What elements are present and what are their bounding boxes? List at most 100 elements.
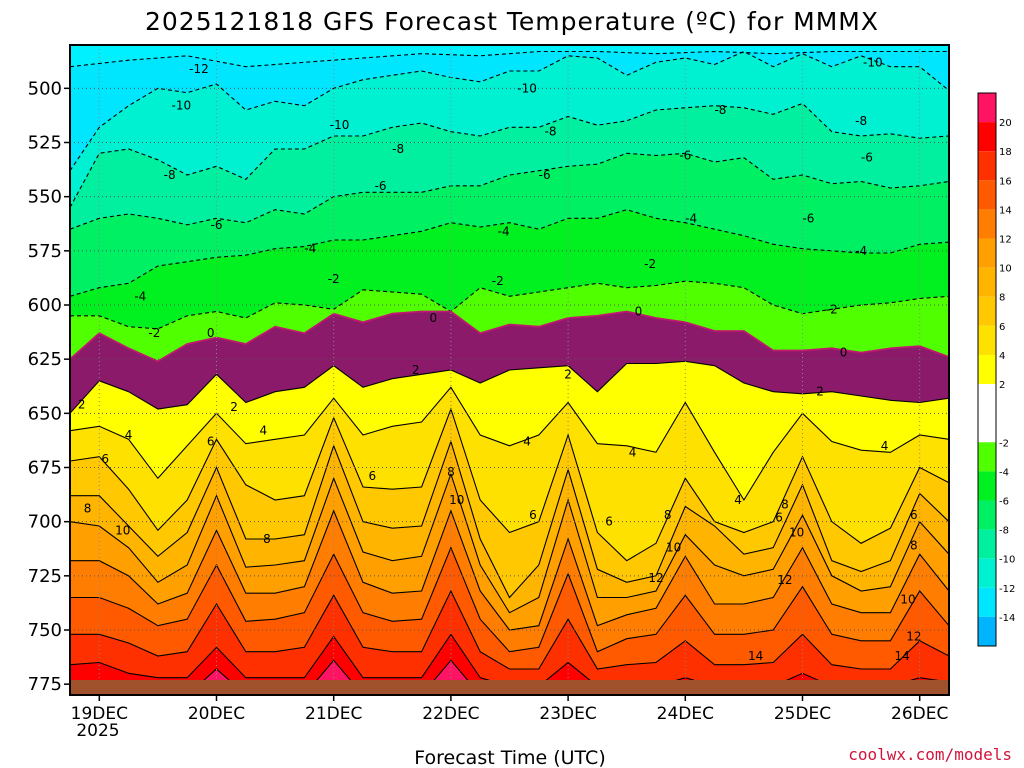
x-tick-label: 21DEC <box>305 704 362 724</box>
x-tick-label: 25DEC <box>774 704 831 724</box>
contour-label: 4 <box>881 439 889 453</box>
colorbar-band <box>978 558 996 588</box>
contour-label: -10 <box>330 118 350 132</box>
colorbar-band <box>978 529 996 559</box>
colorbar-tick-label: 12 <box>999 235 1012 246</box>
contour-label: 4 <box>260 424 268 438</box>
contour-label: 4 <box>523 435 531 449</box>
y-tick-label: 550 <box>28 187 62 208</box>
colorbar-tick-label: -10 <box>999 555 1015 566</box>
contour-label: -10 <box>863 55 883 69</box>
contour-label: -10 <box>517 81 537 95</box>
y-axis: 500 525 550 575 600 625 650 675 700 725 750 775 <box>28 78 70 695</box>
colorbar-tick-label: -2 <box>999 438 1009 449</box>
colorbar-band <box>978 209 996 239</box>
contour-line-16 <box>70 589 949 670</box>
x-axis: 19DEC 20DEC 21DEC 22DEC 23DEC 24DEC 25DEC 26DEC <box>71 695 948 724</box>
contour-label: -2 <box>644 257 656 271</box>
colorbar-frame <box>977 92 997 647</box>
colorbar-band <box>978 325 996 355</box>
contour-line--6 <box>70 152 949 230</box>
contour-label: -2 <box>492 274 504 288</box>
contour-lines <box>70 50 949 695</box>
contour-label: 2 <box>816 385 824 399</box>
contour-label: 0 <box>635 305 643 319</box>
contour-label: 6 <box>369 469 377 483</box>
contour-label: 10 <box>449 493 464 507</box>
contour-label: 8 <box>781 497 789 511</box>
colorbar-tick-label: -6 <box>999 496 1009 507</box>
y-tick-label: 650 <box>28 403 62 424</box>
temperature-bands <box>70 51 949 695</box>
y-tick-label: 775 <box>28 674 62 695</box>
contour-label: 2 <box>230 400 238 414</box>
contour-label: -4 <box>304 242 316 256</box>
y-tick-label: 575 <box>28 241 62 262</box>
contour-label: -6 <box>539 168 551 182</box>
contour-label: -2 <box>328 272 340 286</box>
gridlines <box>70 45 949 695</box>
contour-label: -8 <box>164 168 176 182</box>
contour-label: 8 <box>910 539 918 553</box>
plot-area: -12 -10 -10 -10 -10 -8 -8 -8 -8 -8 -6 -6 -6 -6 -6 -6 -4 -… <box>70 45 949 695</box>
y-tick-label: 750 <box>28 620 62 641</box>
colorbar-band <box>978 384 996 443</box>
contour-label: 12 <box>906 630 921 644</box>
contour-label: 0 <box>429 311 437 325</box>
contour-label: -6 <box>375 179 387 193</box>
contour-label: 12 <box>777 573 792 587</box>
x-tick-label: 20DEC <box>188 704 245 724</box>
contour-label: -4 <box>685 211 697 225</box>
contour-label: -4 <box>498 224 510 238</box>
credit-text: coolwx.com/models <box>848 745 1012 764</box>
contour-label: -8 <box>714 103 726 117</box>
contour-label: 4 <box>734 493 742 507</box>
contour-label: -6 <box>679 149 691 163</box>
contour-label: -8 <box>855 114 867 128</box>
band-18 <box>70 634 949 695</box>
contour-label: 14 <box>748 649 763 663</box>
colorbar-band <box>978 267 996 297</box>
colorbar-band <box>978 616 996 646</box>
y-tick-label: 700 <box>28 512 62 533</box>
y-tick-label: 525 <box>28 133 62 154</box>
colorbar-band <box>978 151 996 181</box>
contour-label: -6 <box>802 211 814 225</box>
contour-label: 12 <box>648 571 663 585</box>
contour-line-10 <box>70 472 949 614</box>
y-tick-label: 500 <box>28 78 62 99</box>
colorbar-tick-label: 18 <box>999 147 1012 158</box>
terrain <box>70 680 949 695</box>
x-axis-label: Forecast Time (UTC) <box>414 747 605 768</box>
colorbar-tick-label: -14 <box>999 613 1015 624</box>
x-axis-year: 2025 <box>76 721 119 741</box>
contour-line-6 <box>70 407 949 562</box>
colorbar-band <box>978 296 996 326</box>
contour-label: -8 <box>392 142 404 156</box>
contour-label: 0 <box>207 326 215 340</box>
contour-label: 6 <box>101 452 109 466</box>
contour-label: 4 <box>629 445 637 459</box>
contour-label: -4 <box>134 289 146 303</box>
contour-line-8 <box>70 439 949 599</box>
colorbar-tick-label: 14 <box>999 205 1012 216</box>
colorbar-tick-label: 8 <box>999 293 1005 304</box>
contour-labels: -12 -10 -10 -10 -10 -8 -8 -8 -8 -8 -6 -6 -6 -6 -6 -6 -4 -… <box>78 55 922 663</box>
contour-label: 2 <box>78 398 86 412</box>
colorbar-band <box>978 587 996 617</box>
contour-label: 8 <box>447 465 455 479</box>
contour-label: 0 <box>840 346 848 360</box>
colorbar-tick-label: 10 <box>999 264 1012 275</box>
contour-label: 2 <box>564 367 572 381</box>
contour-line-12 <box>70 509 949 631</box>
colorbar-tick-label: 4 <box>999 351 1005 362</box>
contour-label: 4 <box>125 428 133 442</box>
colorbar-band <box>978 471 996 501</box>
contour-label: 10 <box>789 526 804 540</box>
x-tick-label: 24DEC <box>657 704 714 724</box>
contour-line--4 <box>70 209 949 297</box>
contour-label: 14 <box>894 649 909 663</box>
y-tick-label: 600 <box>28 295 62 316</box>
colorbar-band <box>978 93 996 123</box>
contour-label: 10 <box>666 541 681 555</box>
